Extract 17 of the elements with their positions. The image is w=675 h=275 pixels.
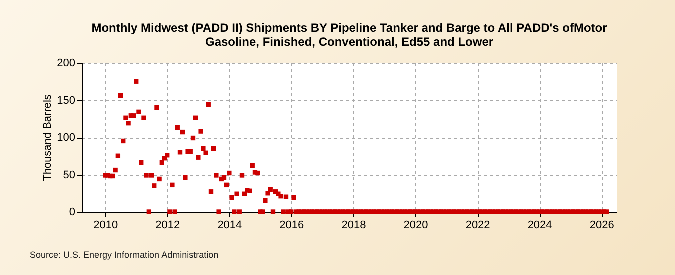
x-tick-label: 2022 (466, 220, 490, 232)
x-tick-label: 2024 (528, 220, 552, 232)
x-tick-label: 2016 (280, 220, 304, 232)
y-tick-label: 100 (57, 132, 76, 144)
chart-title: Monthly Midwest (PADD II) Shipments BY Pipeline Tanker and Barge to All PADD's ofMotor Gasoline, Finished, Conventional, Ed55 and Lower (92, 21, 608, 49)
x-tick-label: 2010 (94, 220, 118, 232)
y-tick-label: 50 (63, 169, 76, 182)
y-tick-label: 0 (69, 206, 76, 218)
source-note: Source: U.S. Energy Information Administration (30, 250, 219, 260)
y-tick-label: 150 (57, 94, 76, 107)
x-tick-label: 2012 (156, 220, 180, 232)
y-tick-label: 200 (57, 58, 76, 70)
x-tick-label: 2026 (590, 220, 614, 232)
x-tick-label: 2014 (218, 220, 242, 232)
x-tick-label: 2018 (342, 220, 366, 232)
y-axis-title: Thousand Barrels (42, 94, 54, 182)
x-tick-label: 2020 (404, 220, 428, 232)
